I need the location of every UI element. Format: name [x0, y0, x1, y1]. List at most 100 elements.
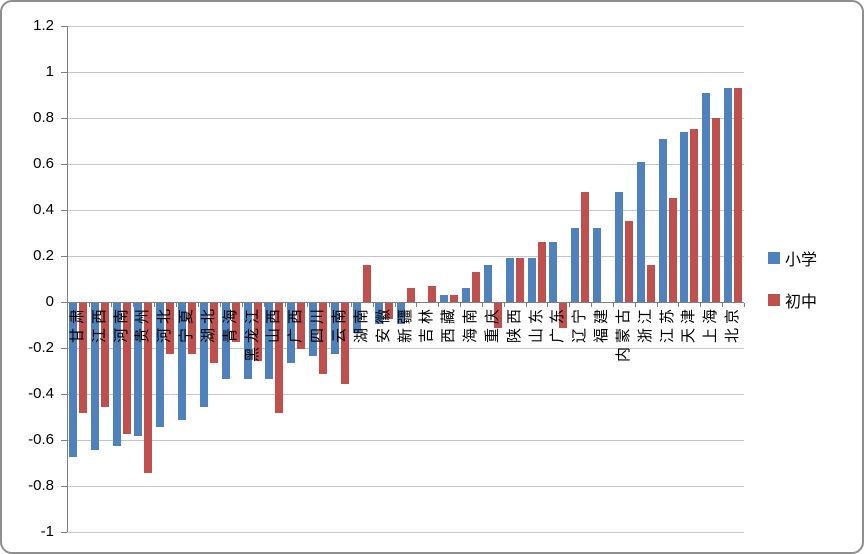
bar-junior-high — [79, 303, 87, 413]
gridline — [67, 486, 744, 487]
y-axis-label: 1 — [45, 63, 54, 80]
bar-primary-school — [440, 295, 448, 302]
x-axis-tick — [242, 303, 243, 307]
x-axis-label: 陕西 — [506, 305, 523, 344]
x-axis-tick — [176, 303, 177, 307]
x-axis-tick — [526, 303, 527, 307]
y-axis-tick — [61, 348, 67, 349]
bar-primary-school — [528, 258, 536, 302]
y-axis-tick — [61, 486, 67, 487]
bar-primary-school — [615, 192, 623, 302]
x-axis-label: 江苏 — [659, 305, 676, 344]
x-axis-label: 河南 — [113, 305, 130, 344]
gridline — [67, 164, 744, 165]
bar-primary-school — [200, 303, 208, 407]
y-axis-tick — [61, 440, 67, 441]
x-axis-label: 青海 — [222, 305, 239, 344]
bar-primary-school — [506, 258, 514, 302]
bar-primary-school — [134, 303, 142, 436]
x-axis-tick — [395, 303, 396, 307]
legend-entry-junior-high: 初中 — [768, 288, 817, 312]
x-axis-tick — [373, 303, 374, 307]
x-axis-tick — [111, 303, 112, 307]
bar-junior-high — [538, 242, 546, 302]
bar-primary-school — [69, 303, 77, 457]
x-axis-label: 甘肃 — [69, 305, 86, 344]
x-axis-tick — [722, 303, 723, 307]
bar-primary-school — [287, 303, 295, 363]
y-axis-label: 0.2 — [33, 247, 54, 264]
x-axis-label: 宁夏 — [178, 305, 195, 344]
bar-primary-school — [222, 303, 230, 379]
x-axis-tick — [285, 303, 286, 307]
bar-primary-school — [244, 303, 252, 379]
bar-junior-high — [341, 303, 349, 384]
bar-primary-school — [724, 88, 732, 302]
y-axis-label: -0.2 — [28, 339, 54, 356]
x-axis-tick — [569, 303, 570, 307]
bar-junior-high — [232, 303, 240, 342]
x-axis-label: 黑龙江 — [244, 305, 261, 363]
x-axis-label: 广东 — [549, 305, 566, 344]
bar-primary-school — [549, 242, 557, 302]
x-axis-tick — [264, 303, 265, 307]
bar-junior-high — [101, 303, 109, 407]
x-axis-tick — [657, 303, 658, 307]
x-axis-label: 广西 — [287, 305, 304, 344]
x-axis-tick — [547, 303, 548, 307]
y-axis-label: 0 — [45, 293, 54, 310]
bar-primary-school — [484, 265, 492, 302]
x-axis-label: 贵州 — [134, 305, 151, 344]
y-axis-tick — [61, 210, 67, 211]
y-axis-label: 1.2 — [33, 17, 54, 34]
bar-junior-high — [712, 118, 720, 302]
bar-primary-school — [462, 288, 470, 302]
x-axis-tick — [416, 303, 417, 307]
bar-primary-school — [178, 303, 186, 420]
y-axis-label: 0.6 — [33, 155, 54, 172]
x-axis-label: 四川 — [309, 305, 326, 344]
x-axis-tick — [504, 303, 505, 307]
x-axis-tick — [351, 303, 352, 307]
gridline — [67, 532, 744, 533]
x-axis-label: 海南 — [462, 305, 479, 344]
x-axis-label: 山东 — [528, 305, 545, 344]
y-axis-tick — [61, 302, 67, 303]
bar-junior-high — [625, 221, 633, 302]
x-axis-label: 新疆 — [397, 305, 414, 344]
bar-junior-high — [734, 88, 742, 302]
x-axis-tick — [678, 303, 679, 307]
bar-primary-school — [571, 228, 579, 302]
x-axis-label: 上海 — [702, 305, 719, 344]
bar-junior-high — [669, 198, 677, 302]
gridline — [67, 72, 744, 73]
bar-primary-school — [113, 303, 121, 446]
x-axis-line — [67, 302, 744, 303]
x-axis-tick — [307, 303, 308, 307]
x-axis-label: 辽宁 — [571, 305, 588, 344]
bar-primary-school — [680, 132, 688, 302]
legend-swatch-primary-school — [768, 252, 780, 264]
x-axis-label: 湖北 — [200, 305, 217, 344]
y-axis-label: -0.4 — [28, 385, 54, 402]
x-axis-label: 湖南 — [353, 305, 370, 344]
bar-primary-school — [659, 139, 667, 302]
x-axis-label: 浙江 — [637, 305, 654, 344]
x-axis-label: 内蒙古 — [615, 305, 632, 363]
bar-primary-school — [265, 303, 273, 379]
bar-junior-high — [275, 303, 283, 413]
y-axis-tick — [61, 532, 67, 533]
bar-junior-high — [581, 192, 589, 302]
x-axis-tick — [460, 303, 461, 307]
bar-primary-school — [593, 228, 601, 302]
x-axis-tick — [133, 303, 134, 307]
bar-junior-high — [428, 286, 436, 302]
y-axis-label: -1 — [40, 523, 54, 540]
y-axis-label: 0.8 — [33, 109, 54, 126]
x-axis-tick — [220, 303, 221, 307]
bar-junior-high — [559, 303, 567, 328]
legend-entry-primary-school: 小学 — [768, 246, 817, 270]
bar-junior-high — [450, 295, 458, 302]
x-axis-tick — [154, 303, 155, 307]
